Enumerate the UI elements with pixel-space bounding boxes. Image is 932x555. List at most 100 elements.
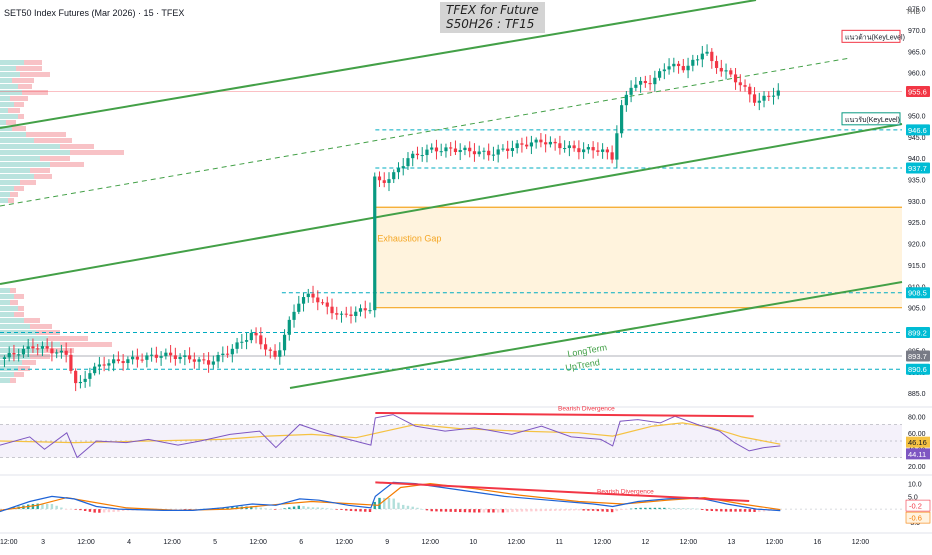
candle-body: [121, 361, 125, 364]
candle-body: [525, 144, 529, 147]
candle-body: [520, 143, 524, 145]
macd-histogram-bar: [307, 506, 310, 510]
candle-body: [363, 308, 367, 311]
macd-histogram-bar: [50, 504, 54, 510]
volume-profile-buy: [0, 198, 8, 203]
macd-histogram-bar: [648, 507, 652, 510]
macd-histogram-bar: [477, 509, 481, 513]
macd-histogram-bar: [748, 509, 751, 512]
candle-body: [145, 355, 149, 360]
macd-histogram-bar: [530, 509, 533, 512]
candle-body: [496, 149, 500, 155]
candle-body: [206, 360, 211, 365]
candle-body: [748, 86, 752, 95]
volume-profile-sell: [10, 96, 28, 101]
candle-body: [287, 319, 291, 335]
candle-body: [620, 105, 624, 134]
macd-histogram-bar: [506, 509, 509, 513]
volume-profile-buy: [0, 132, 26, 137]
candle-body: [368, 310, 372, 312]
macd-histogram-bar: [297, 505, 300, 510]
macd-histogram-bar: [117, 509, 120, 512]
macd-histogram-bar: [701, 509, 704, 511]
time-tick-label: 16: [814, 539, 822, 546]
macd-histogram-bar: [107, 509, 111, 513]
volume-profile-sell: [70, 150, 124, 155]
time-tick-label: 11: [556, 539, 563, 546]
volume-profile-sell: [18, 114, 24, 119]
macd-histogram-bar: [762, 509, 766, 512]
candle-body: [662, 69, 666, 72]
candle-body: [325, 302, 329, 307]
volume-profile: [0, 60, 124, 383]
candle-body: [743, 85, 747, 87]
volume-profile-sell: [8, 108, 20, 113]
candle-body: [150, 354, 154, 356]
price-label-bg: [906, 162, 930, 174]
candle-body: [187, 355, 192, 360]
price-tick-label: 945.0: [908, 135, 926, 142]
candle-body: [197, 359, 201, 362]
macd-histogram-bar: [639, 507, 642, 510]
macd-histogram-bar: [572, 509, 576, 511]
time-tick-label: 12:00: [77, 539, 95, 546]
macd-histogram-bar: [60, 507, 63, 510]
price-label-tag: 893.7: [906, 350, 930, 362]
macd-histogram-bar: [102, 509, 106, 513]
candle-body: [17, 354, 21, 356]
channel-upper-line: [0, 0, 757, 129]
candle-body: [411, 153, 415, 159]
time-tick-label: 5: [213, 539, 217, 546]
candle-body: [225, 353, 230, 355]
candle-body: [40, 346, 45, 349]
macd-histogram-bar: [539, 509, 543, 512]
time-tick-label: 12:00: [249, 539, 267, 546]
time-tick-label: 9: [385, 539, 389, 546]
macd-histogram-bar: [345, 509, 348, 511]
macd-histogram-bar: [615, 509, 619, 512]
volume-profile-buy: [0, 342, 60, 347]
volume-profile-sell: [10, 300, 18, 305]
volume-profile-buy: [0, 66, 16, 71]
candle-body: [610, 152, 614, 160]
time-tick-label: 12:00: [335, 539, 353, 546]
macd-histogram-bar: [496, 509, 500, 513]
candle-body: [7, 352, 11, 358]
macd-histogram-bar: [558, 509, 562, 511]
time-tick-label: 12:00: [0, 539, 18, 546]
macd-histogram-bar: [553, 509, 557, 511]
keylevel-tag-text: แนวรับ(KeyLevel): [845, 116, 900, 124]
candle-body: [240, 341, 244, 343]
macd-histogram-bar: [321, 507, 324, 510]
candle-body: [729, 70, 733, 75]
macd-histogram-bar: [349, 509, 353, 511]
candle-body: [78, 381, 83, 384]
volume-profile-buy: [0, 96, 10, 101]
macd-value-bg: [905, 511, 931, 524]
macd-histogram-bar: [720, 509, 723, 512]
volume-profile-sell: [12, 126, 26, 131]
candle-body: [249, 332, 253, 341]
macd-histogram-bar: [41, 503, 44, 510]
time-tick-label: 13: [727, 539, 735, 546]
price-tick-label: 970.0: [908, 28, 926, 35]
macd-histogram-bar: [691, 508, 695, 510]
volume-profile-sell: [60, 144, 94, 149]
volume-profile-sell: [14, 102, 24, 107]
macd-histogram-bar: [250, 506, 253, 510]
price-label-text: 946.6: [908, 126, 927, 135]
candle-body: [615, 133, 619, 160]
macd-histogram-bar: [435, 509, 438, 512]
candle-body: [463, 147, 467, 151]
candle-body: [724, 70, 728, 72]
candle-body: [672, 63, 676, 67]
candle-body: [36, 348, 40, 350]
macd-histogram-bar: [629, 508, 633, 510]
macd-histogram-bar: [596, 509, 600, 512]
candle-body: [126, 359, 130, 364]
price-label-tag: 908.5: [906, 287, 930, 299]
chart-title-line2: S50H26 : TF15: [446, 17, 535, 31]
macd-histogram-bar: [644, 507, 647, 510]
